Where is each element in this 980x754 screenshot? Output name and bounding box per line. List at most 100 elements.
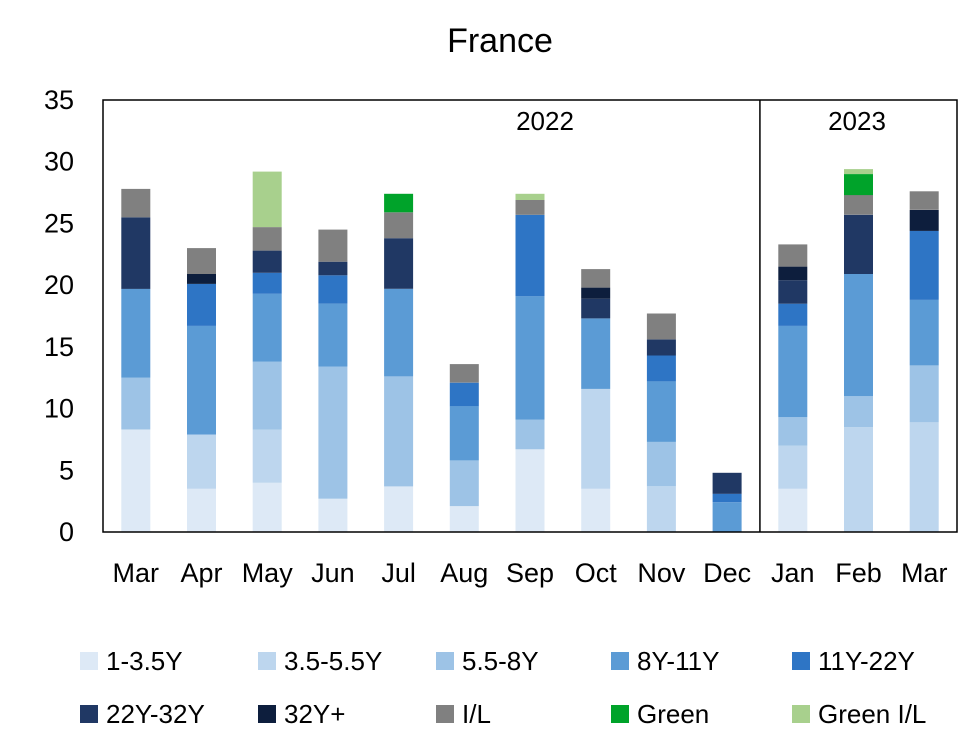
x-tick-label: Jun bbox=[311, 558, 355, 588]
y-axis: 0 5 10 15 20 25 30 35 bbox=[44, 85, 74, 547]
legend-item-32y: 32Y+ bbox=[258, 699, 345, 729]
bar-3-5-5-5y-may-2 bbox=[252, 429, 282, 483]
bar-5-5-8y-mar-12 bbox=[909, 365, 939, 423]
bar-11y-22y-dec-9 bbox=[712, 493, 742, 503]
legend-swatch-green bbox=[611, 705, 629, 723]
legend-label-22y-32y: 22Y-32Y bbox=[106, 699, 205, 729]
bar-22y-32y-feb-11 bbox=[844, 214, 873, 274]
bar-1-3-5y-jan-10 bbox=[778, 488, 808, 532]
bar-8y-11y-oct-7 bbox=[581, 318, 611, 389]
bar-3-5-5-5y-jan-10 bbox=[778, 445, 808, 489]
bar-green-feb-11 bbox=[844, 174, 873, 196]
x-tick-label: Sep bbox=[506, 558, 554, 588]
bar-8y-11y-jul-4 bbox=[384, 288, 414, 377]
bar-22y-32y-jan-10 bbox=[778, 280, 808, 304]
bar-8y-11y-may-2 bbox=[252, 293, 282, 362]
bar-3-5-5-5y-feb-11 bbox=[844, 427, 873, 532]
bar-i-l-jan-10 bbox=[778, 244, 808, 267]
x-tick-label: Dec bbox=[703, 558, 751, 588]
plot-border bbox=[102, 99, 958, 533]
bar-1-3-5y-apr-1 bbox=[187, 488, 216, 532]
x-tick-label: Feb bbox=[835, 558, 882, 588]
y-tick-label: 5 bbox=[59, 455, 74, 485]
bar-3-5-5-5y-nov-8 bbox=[646, 486, 676, 532]
x-tick-label: May bbox=[242, 558, 294, 588]
bar-1-3-5y-may-2 bbox=[252, 482, 282, 532]
legend-item-5-5-8y: 5.5-8Y bbox=[436, 646, 539, 676]
legend-label-1-3-5y: 1-3.5Y bbox=[106, 646, 183, 676]
bar-i-l-mar-0 bbox=[121, 188, 151, 218]
bar-11y-22y-aug-5 bbox=[449, 382, 479, 407]
bar-32y-jan-10 bbox=[778, 266, 808, 281]
bar-i-l-feb-11 bbox=[844, 195, 873, 215]
bar-5-5-8y-aug-5 bbox=[449, 460, 479, 507]
y-tick-label: 20 bbox=[44, 270, 74, 300]
legend-item-3-5-5-5y: 3.5-5.5Y bbox=[258, 646, 382, 676]
bar-i-l-sep-6 bbox=[515, 200, 545, 215]
bar-11y-22y-may-2 bbox=[252, 272, 282, 294]
legend-label-5-5-8y: 5.5-8Y bbox=[462, 646, 539, 676]
legend-swatch-1-3-5y bbox=[80, 652, 98, 670]
legend-item-11y-22y: 11Y-22Y bbox=[792, 646, 915, 676]
bar-i-l-oct-7 bbox=[581, 269, 611, 288]
bar-8y-11y-nov-8 bbox=[646, 381, 676, 442]
bar-8y-11y-sep-6 bbox=[515, 296, 545, 420]
legend-swatch-i-l bbox=[436, 705, 454, 723]
bar-22y-32y-oct-7 bbox=[581, 298, 611, 319]
legend-item-i-l: I/L bbox=[436, 699, 491, 729]
bar-8y-11y-apr-1 bbox=[187, 325, 216, 435]
bar-5-5-8y-jul-4 bbox=[384, 376, 414, 487]
bar-green-i-l-sep-6 bbox=[515, 193, 545, 200]
bar-8y-11y-feb-11 bbox=[844, 274, 873, 397]
bar-3-5-5-5y-apr-1 bbox=[187, 434, 216, 489]
bar-green-jul-4 bbox=[384, 193, 414, 213]
legend-label-i-l: I/L bbox=[462, 699, 491, 729]
x-tick-label: Oct bbox=[575, 558, 618, 588]
y-tick-label: 30 bbox=[44, 147, 74, 177]
bar-22y-32y-jul-4 bbox=[384, 238, 414, 289]
bar-3-5-5-5y-oct-7 bbox=[581, 388, 611, 489]
bar-5-5-8y-sep-6 bbox=[515, 419, 545, 450]
bar-11y-22y-apr-1 bbox=[187, 283, 216, 326]
legend-swatch-11y-22y bbox=[792, 652, 810, 670]
bar-32y-oct-7 bbox=[581, 287, 611, 299]
y-tick-label: 10 bbox=[44, 394, 74, 424]
x-tick-label: Apr bbox=[180, 558, 222, 588]
bar-1-3-5y-sep-6 bbox=[515, 449, 545, 532]
bar-1-3-5y-jul-4 bbox=[384, 486, 414, 532]
legend-label-32y: 32Y+ bbox=[284, 699, 345, 729]
x-tick-label: Jan bbox=[771, 558, 815, 588]
legend-label-green-i-l: Green I/L bbox=[818, 699, 926, 729]
legend-item-1-3-5y: 1-3.5Y bbox=[80, 646, 183, 676]
bar-1-3-5y-oct-7 bbox=[581, 488, 611, 532]
bar-5-5-8y-mar-0 bbox=[121, 377, 151, 430]
x-tick-label: Aug bbox=[440, 558, 488, 588]
bars-layer bbox=[121, 169, 939, 532]
bar-11y-22y-jan-10 bbox=[778, 303, 808, 326]
bar-22y-32y-jun-3 bbox=[318, 261, 348, 276]
legend-swatch-3-5-5-5y bbox=[258, 652, 276, 670]
bar-32y-apr-1 bbox=[187, 274, 216, 284]
bar-32y-mar-12 bbox=[909, 209, 939, 231]
legend-item-green-i-l: Green I/L bbox=[792, 699, 926, 729]
bar-8y-11y-aug-5 bbox=[449, 406, 479, 461]
legend-swatch-32y bbox=[258, 705, 276, 723]
legend-item-green: Green bbox=[611, 699, 709, 729]
chart-title: France bbox=[447, 22, 553, 60]
bar-5-5-8y-nov-8 bbox=[646, 441, 676, 487]
bar-1-3-5y-jun-3 bbox=[318, 498, 348, 532]
legend-label-green: Green bbox=[637, 699, 709, 729]
year-label-2023: 2023 bbox=[828, 106, 886, 136]
bar-3-5-5-5y-mar-12 bbox=[909, 422, 939, 532]
bar-green-i-l-may-2 bbox=[252, 171, 282, 228]
legend: 1-3.5Y 3.5-5.5Y 5.5-8Y 8Y-11Y 11Y-22Y 22Y-32Y… bbox=[80, 646, 926, 729]
bar-5-5-8y-feb-11 bbox=[844, 396, 873, 428]
legend-swatch-22y-32y bbox=[80, 705, 98, 723]
year-labels: 2022 2023 bbox=[516, 106, 886, 136]
y-tick-label: 35 bbox=[44, 85, 74, 115]
bar-i-l-apr-1 bbox=[187, 248, 216, 274]
plot-frame bbox=[102, 99, 958, 533]
x-tick-label: Jul bbox=[381, 558, 416, 588]
legend-item-22y-32y: 22Y-32Y bbox=[80, 699, 205, 729]
